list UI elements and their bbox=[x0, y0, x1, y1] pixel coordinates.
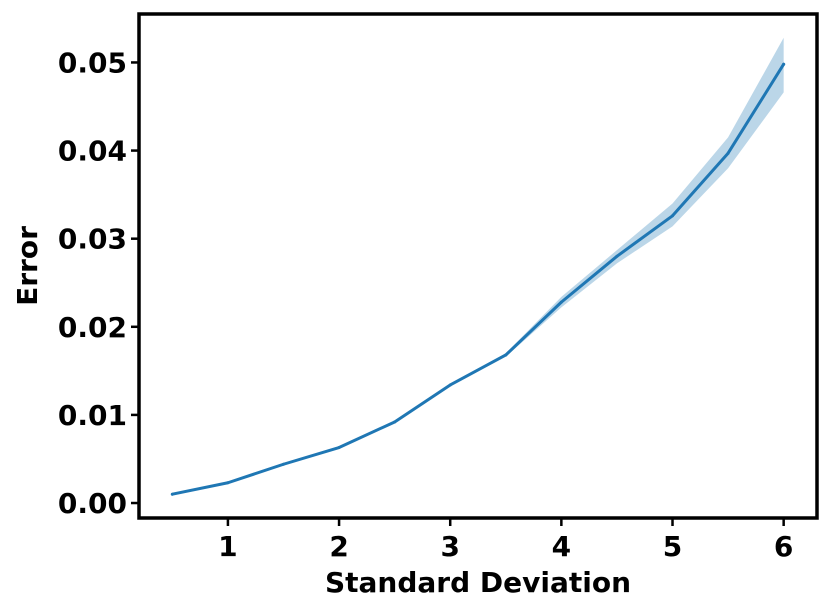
series-line-0 bbox=[170, 62, 786, 496]
x-tick-label: 2 bbox=[329, 530, 348, 563]
plot-frame bbox=[137, 12, 819, 520]
data-point bbox=[393, 420, 397, 424]
data-point bbox=[170, 492, 174, 496]
y-tick-label: 0.01 bbox=[58, 399, 127, 432]
x-tick-label: 6 bbox=[774, 530, 793, 563]
data-point bbox=[504, 353, 508, 357]
series-line-layer bbox=[170, 62, 786, 496]
x-tick-label: 3 bbox=[440, 530, 459, 563]
x-axis-title: Standard Deviation bbox=[325, 566, 631, 599]
confidence-band-layer bbox=[172, 37, 784, 496]
data-point bbox=[615, 254, 619, 258]
x-tick-label: 4 bbox=[552, 530, 571, 563]
y-tick-label: 0.04 bbox=[58, 135, 127, 168]
data-point bbox=[337, 446, 341, 450]
y-tick-label: 0.02 bbox=[58, 311, 127, 344]
y-tick-label: 0.03 bbox=[58, 223, 127, 256]
x-tick-label: 5 bbox=[663, 530, 682, 563]
y-tick-label: 0.00 bbox=[58, 487, 127, 520]
confidence-band-0 bbox=[172, 37, 784, 496]
y-axis-title: Error bbox=[11, 226, 44, 306]
data-point bbox=[726, 151, 730, 155]
x-tick-label: 1 bbox=[218, 530, 237, 563]
data-point bbox=[448, 383, 452, 387]
data-point bbox=[226, 481, 230, 485]
y-tick-label: 0.05 bbox=[58, 46, 127, 79]
data-point bbox=[782, 62, 786, 66]
x-axis-ticks: 1 2 3 4 5 6 bbox=[218, 518, 793, 563]
data-point bbox=[281, 462, 285, 466]
data-point bbox=[671, 214, 675, 218]
data-point bbox=[559, 300, 563, 304]
y-axis-ticks: 0.00 0.01 0.02 0.03 0.04 0.05 bbox=[58, 46, 139, 520]
